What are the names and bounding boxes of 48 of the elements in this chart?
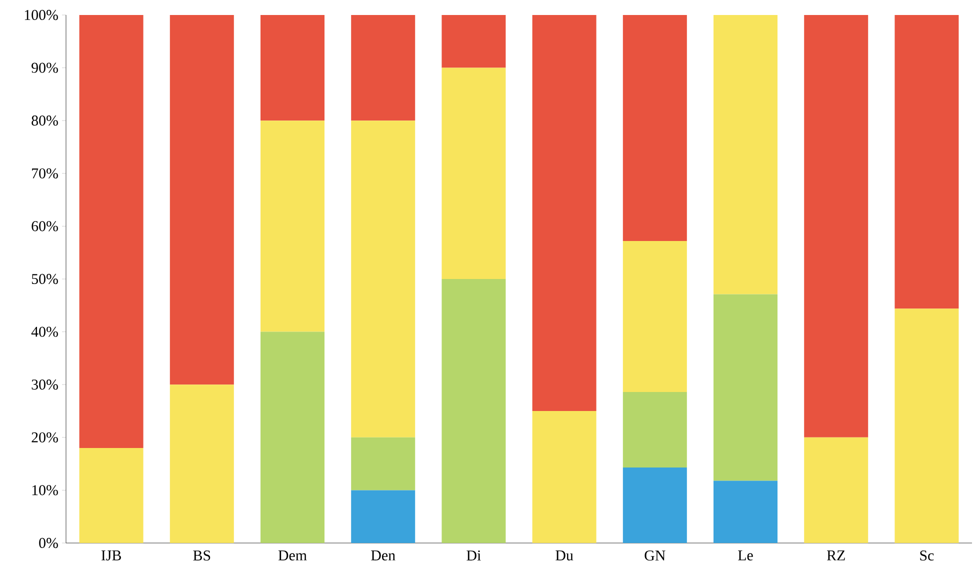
y-tick-label: 10% (32, 485, 58, 496)
bar (170, 14, 234, 385)
bar (622, 467, 687, 543)
bar (532, 14, 596, 411)
bar (622, 240, 687, 392)
bar (894, 14, 959, 309)
x-tick-label: RZ (826, 550, 845, 560)
y-tick-label: 20% (32, 432, 58, 442)
y-tick-label: 90% (32, 62, 58, 73)
x-tick-label: Du (556, 550, 574, 560)
bar (714, 480, 778, 543)
x-tick-label: GN (644, 550, 666, 561)
x-tick-label: Den (371, 550, 396, 560)
y-tick-label: 80% (32, 116, 58, 126)
y-tick-label: 70% (32, 168, 58, 178)
bar (351, 490, 416, 543)
bar (170, 384, 234, 543)
bar (351, 14, 416, 121)
y-tick-label: 0% (39, 538, 58, 548)
bar (622, 14, 687, 241)
bar (442, 68, 506, 279)
bar (442, 278, 506, 543)
bar (894, 308, 959, 543)
bar (79, 14, 144, 448)
bar (260, 332, 325, 543)
bar (351, 120, 416, 438)
y-tick-label: 30% (32, 380, 58, 390)
x-tick-label: Dem (278, 550, 307, 560)
x-tick-label: IJB (101, 550, 121, 560)
y-tick-label: 40% (31, 326, 58, 337)
bar (79, 448, 144, 543)
x-tick-label: BS (193, 550, 210, 561)
x-tick-label: Di (466, 550, 481, 560)
bar (532, 411, 596, 543)
y-tick-label: 60% (32, 221, 58, 232)
bar (714, 294, 778, 481)
bar (260, 120, 325, 332)
x-tick-label: Sc (920, 550, 934, 561)
bar (260, 14, 325, 121)
bar (351, 437, 416, 490)
bar (804, 437, 868, 543)
x-tick-label: Le (738, 550, 753, 560)
bar (442, 14, 506, 68)
bar (804, 14, 868, 438)
y-tick-label: 50% (32, 274, 58, 284)
bar (714, 14, 778, 294)
bar (622, 392, 687, 468)
y-tick-label: 100% (24, 10, 58, 20)
